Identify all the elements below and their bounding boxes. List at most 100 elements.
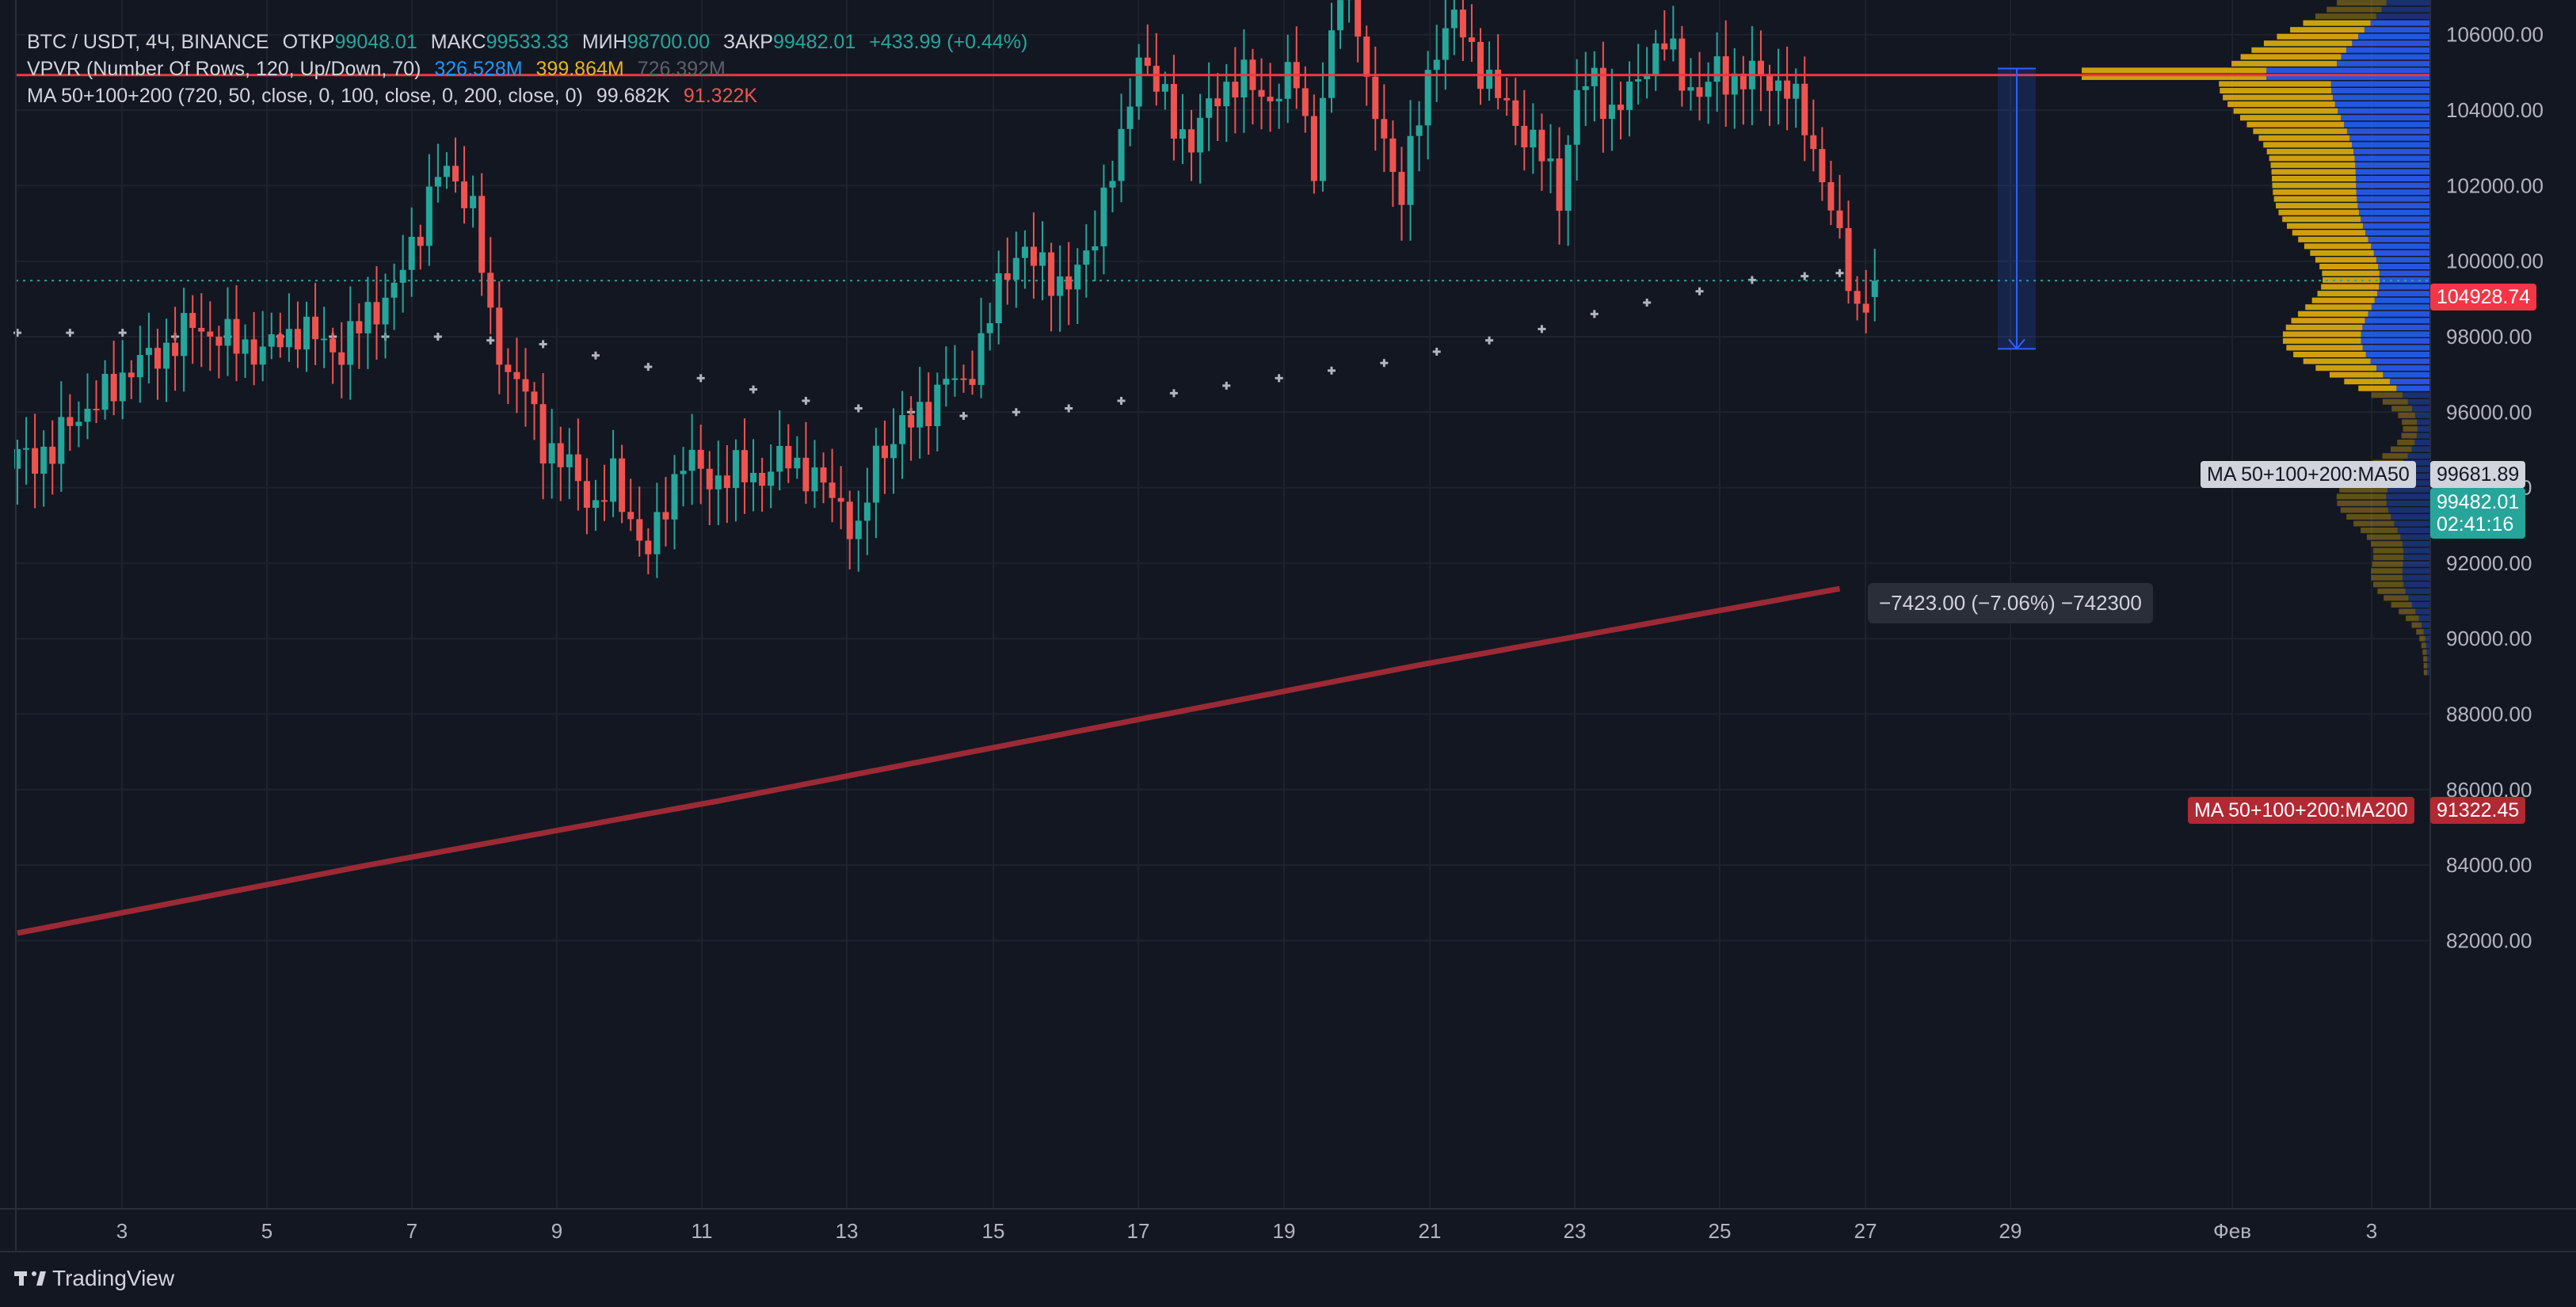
- legend-ma-row[interactable]: MA 50+100+200 (720, 50, close, 0, 100, c…: [27, 82, 1035, 109]
- vp-up-bar: [2403, 581, 2430, 588]
- candle-body: [1775, 80, 1782, 91]
- volume-profile: [2082, 0, 2430, 676]
- vp-down-bar: [2421, 642, 2426, 649]
- vp-down-bar: [2330, 372, 2384, 378]
- candle-body: [1617, 105, 1624, 110]
- vp-up-bar: [2400, 534, 2430, 540]
- vp-down-bar: [2371, 568, 2403, 574]
- measure-arrow-head: [2008, 338, 2025, 350]
- vp-down-bar: [2371, 574, 2403, 581]
- candle-body: [951, 378, 958, 380]
- legend-vpvr-title[interactable]: VPVR (Number Of Rows, 120, Up/Down, 70): [27, 58, 421, 80]
- vp-up-bar: [2425, 635, 2430, 642]
- candle-body: [1687, 87, 1694, 91]
- vp-down-bar: [2315, 13, 2376, 20]
- ma50-price-label: 99681.89: [2430, 461, 2526, 488]
- price-tick-label: 88000.00: [2446, 703, 2532, 726]
- candle-body: [1223, 82, 1230, 107]
- vp-down-bar: [2366, 534, 2401, 540]
- vp-down-bar: [2240, 54, 2342, 60]
- price-tick-label: 84000.00: [2446, 853, 2532, 877]
- legend-ma-title[interactable]: MA 50+100+200 (720, 50, close, 0, 100, c…: [27, 85, 583, 107]
- brand-name: TradingView: [52, 1266, 175, 1290]
- vp-down-bar: [2082, 74, 2267, 80]
- candle-body: [172, 342, 179, 356]
- vp-down-bar: [2346, 513, 2391, 520]
- vp-down-bar: [2397, 440, 2415, 446]
- vp-down-bar: [2423, 669, 2428, 676]
- vp-down-bar: [2303, 20, 2371, 26]
- candle-body: [1153, 66, 1160, 92]
- measure-tool: [1998, 67, 2036, 350]
- candle-body: [855, 520, 862, 539]
- vp-down-bar: [2239, 115, 2342, 121]
- legend-symbol-row: BTC / USDT, 4Ч, BINANCE ОТКР99048.01 МАК…: [27, 29, 1035, 55]
- vp-down-bar: [2321, 284, 2380, 290]
- candle-body: [1118, 128, 1125, 181]
- candle-body: [1197, 117, 1204, 153]
- time-tick-label: 25: [1709, 1219, 1732, 1243]
- vp-down-bar: [2251, 47, 2346, 53]
- price-tick-label: 98000.00: [2446, 325, 2532, 349]
- tradingview-brand[interactable]: TradingView: [14, 1266, 174, 1291]
- candle-body: [425, 186, 433, 246]
- vp-down-bar: [2305, 304, 2372, 311]
- candle-body: [1206, 98, 1213, 118]
- candle-body: [671, 474, 678, 520]
- candle-body: [1310, 116, 1317, 181]
- ma50-dot: [1380, 359, 1389, 368]
- vp-down-bar: [2278, 209, 2360, 215]
- vp-up-bar: [2354, 155, 2430, 162]
- vp-up-bar: [2386, 0, 2430, 6]
- vp-up-bar: [2376, 365, 2430, 372]
- vp-up-bar: [2345, 47, 2430, 53]
- vp-down-bar: [2270, 162, 2356, 168]
- candle-body: [890, 444, 897, 459]
- candle-body: [1564, 144, 1572, 211]
- candle-body: [75, 421, 82, 426]
- candle-body: [566, 454, 573, 467]
- candle-body: [32, 448, 39, 474]
- candle-body: [364, 302, 372, 333]
- time-tick-label: 7: [406, 1219, 417, 1243]
- vp-down-bar: [2292, 230, 2366, 236]
- ma50-dot: [1801, 272, 1809, 280]
- candle-body: [601, 500, 608, 502]
- vp-down-bar: [2317, 291, 2378, 297]
- vp-down-bar: [2419, 635, 2425, 642]
- vp-down-bar: [2401, 432, 2417, 439]
- candle-body: [1179, 129, 1186, 139]
- candle-body: [505, 364, 512, 372]
- vp-down-bar: [2372, 554, 2404, 561]
- candle-body: [1495, 70, 1502, 98]
- legend-vpvr-row[interactable]: VPVR (Number Of Rows, 120, Up/Down, 70) …: [27, 55, 1035, 82]
- candle-body: [1582, 86, 1589, 90]
- vp-down-bar: [2293, 352, 2366, 358]
- candle-body: [242, 339, 249, 354]
- candle-body: [1328, 30, 1335, 98]
- vp-down-bar: [2323, 277, 2380, 284]
- candle-body: [1381, 119, 1388, 139]
- legend-open-value: 99048.01: [334, 31, 417, 53]
- candle-body: [977, 333, 985, 385]
- ma50-dot: [1275, 374, 1283, 383]
- candle-body: [785, 445, 792, 469]
- vp-up-bar: [2426, 656, 2430, 662]
- candle-body: [452, 166, 459, 182]
- legend-symbol[interactable]: BTC / USDT, 4Ч, BINANCE: [27, 31, 269, 53]
- vp-down-bar: [2276, 203, 2358, 209]
- candle-body: [40, 446, 48, 474]
- price-tick-label: 106000.00: [2446, 23, 2544, 47]
- vp-up-bar: [2365, 230, 2430, 236]
- ma50-dot: [591, 351, 600, 360]
- time-tick-label: 29: [1999, 1219, 2022, 1243]
- time-tick-label: 23: [1564, 1219, 1587, 1243]
- vp-down-bar: [2340, 507, 2388, 513]
- vp-up-bar: [2362, 345, 2430, 351]
- candle-body: [285, 329, 292, 348]
- ma50-dot: [486, 336, 495, 345]
- vp-down-bar: [2303, 358, 2371, 364]
- vp-up-bar: [2411, 446, 2430, 452]
